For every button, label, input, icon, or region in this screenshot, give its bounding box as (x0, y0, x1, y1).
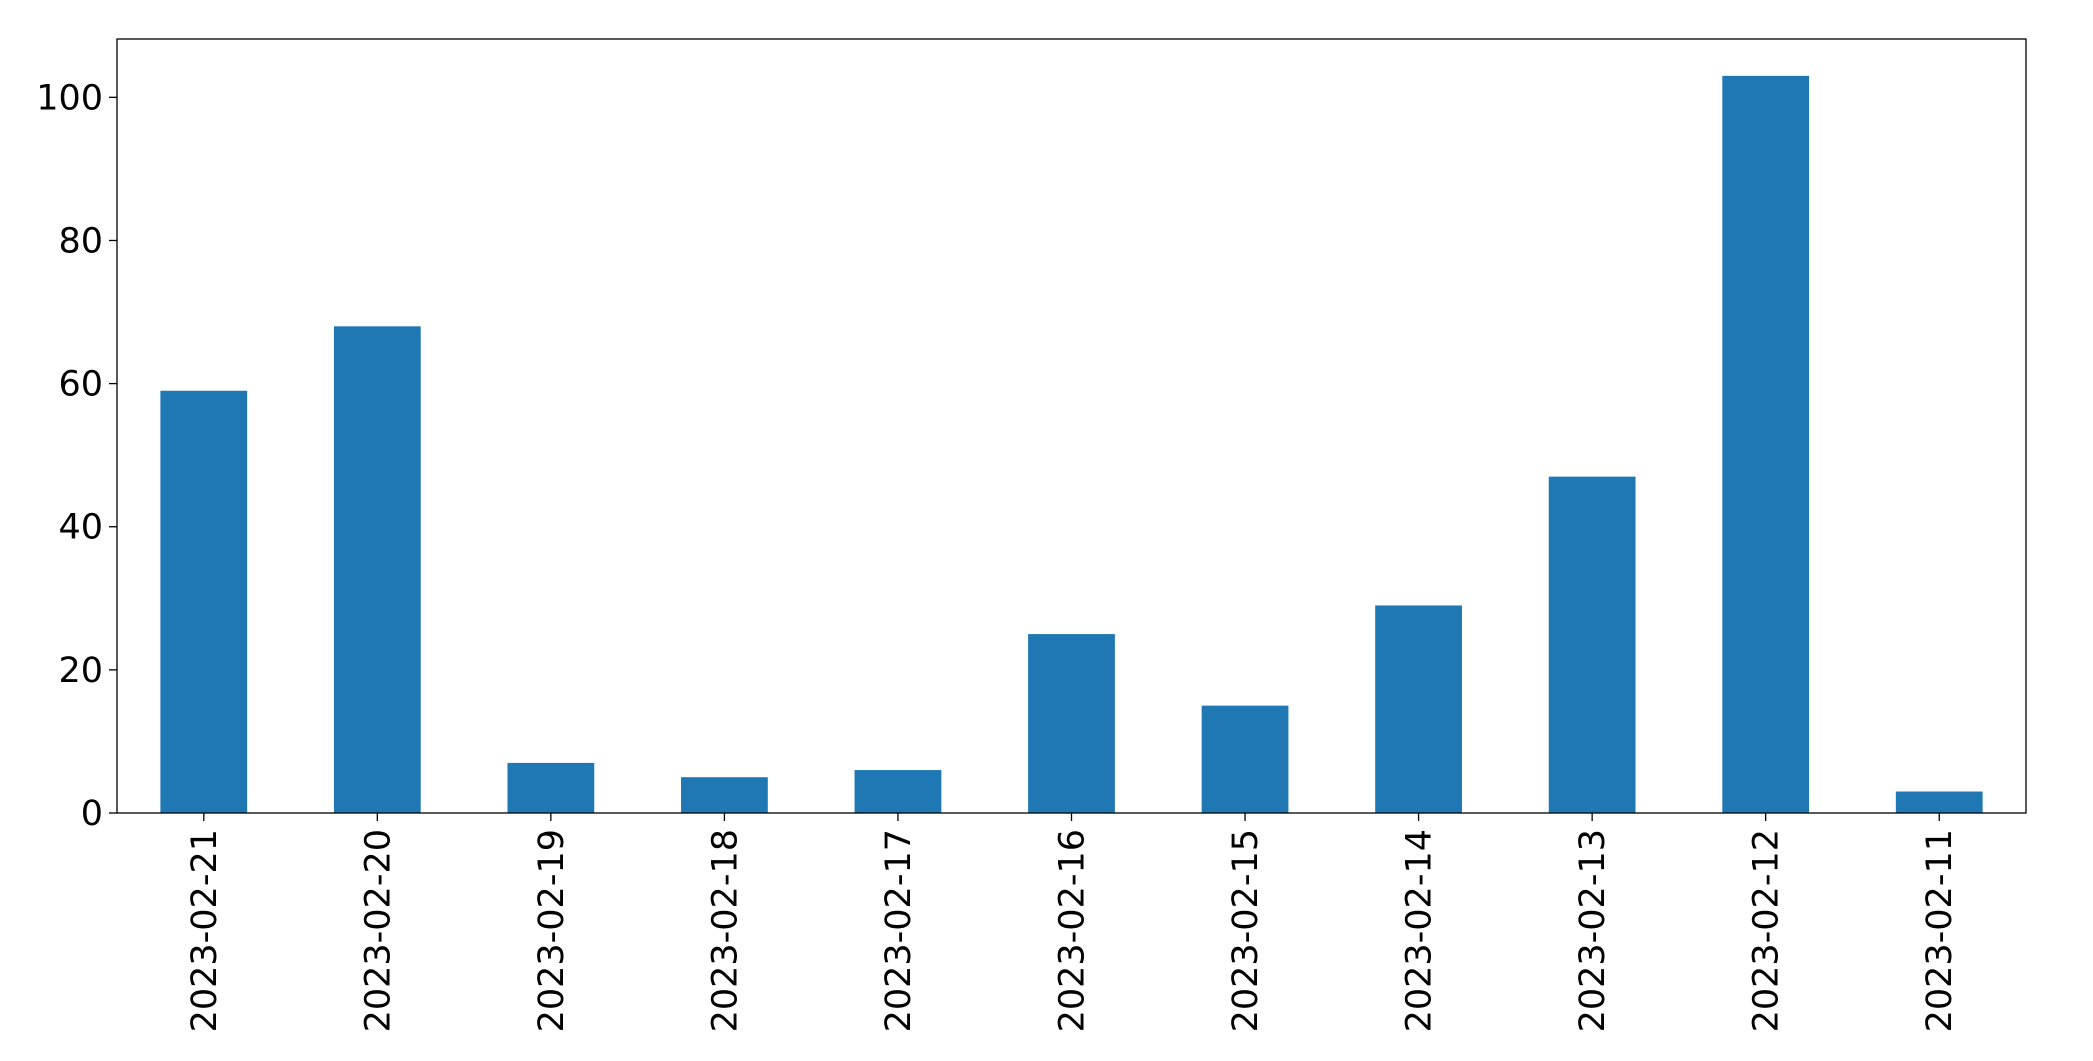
y-tick-label: 100 (36, 78, 103, 118)
y-tick-label: 20 (58, 651, 103, 691)
bar (681, 777, 768, 813)
bar (1548, 476, 1636, 813)
bar (854, 770, 942, 813)
bar (1028, 634, 1115, 813)
bar (1375, 605, 1462, 813)
x-tick-label: 2023-02-11 (1920, 829, 1960, 1032)
x-tick-label: 2023-02-21 (185, 829, 225, 1032)
x-tick-label: 2023-02-12 (1747, 829, 1787, 1032)
y-tick-label: 60 (58, 365, 103, 405)
bar (1895, 791, 1983, 813)
bar (333, 326, 421, 813)
x-tick-label: 2023-02-17 (879, 829, 919, 1032)
x-tick-label: 2023-02-20 (358, 829, 398, 1032)
x-tick-label: 2023-02-18 (705, 829, 745, 1032)
bar (1722, 75, 1810, 814)
bar (160, 390, 248, 813)
x-tick-label: 2023-02-19 (532, 829, 572, 1032)
y-tick-label: 80 (58, 221, 103, 261)
y-tick-label: 40 (58, 508, 103, 548)
x-tick-label: 2023-02-14 (1400, 829, 1440, 1032)
x-tick-label: 2023-02-16 (1053, 829, 1093, 1032)
plot-frame (116, 38, 2027, 814)
y-tick-label: 0 (81, 794, 103, 834)
x-tick-label: 2023-02-15 (1226, 829, 1266, 1032)
bar (1201, 705, 1289, 813)
bar (507, 762, 595, 813)
x-tick-label: 2023-02-13 (1573, 829, 1613, 1032)
